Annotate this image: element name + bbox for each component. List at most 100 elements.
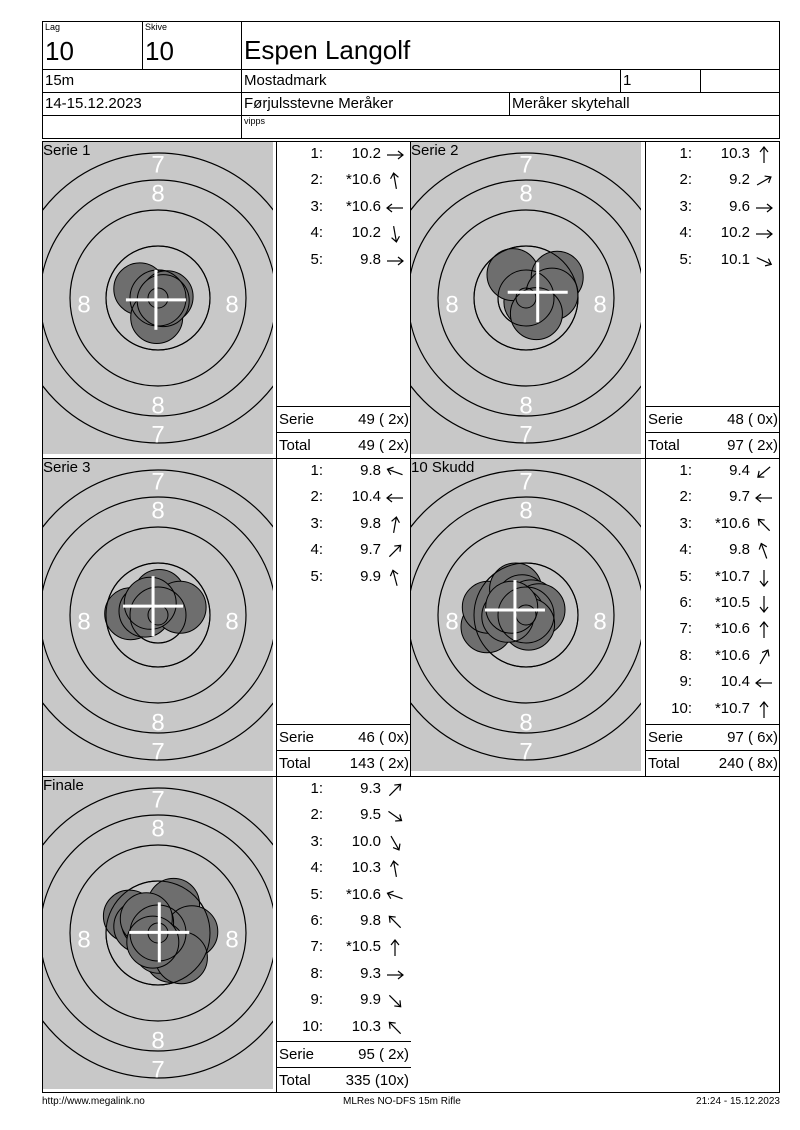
shot-direction [754, 462, 774, 482]
shot-number: 3: [310, 197, 323, 215]
shot-number: 4: [310, 859, 323, 877]
total-label: Total [648, 755, 680, 772]
shot-number: 1: [310, 145, 323, 162]
direction-arrow-icon [386, 890, 403, 899]
shot-value: *10.6 [714, 620, 750, 638]
footer-timestamp: 21:24 - 15.12.2023 [696, 1096, 780, 1107]
shot-row: 4: 10.3 [277, 856, 411, 882]
shot-value: 9.3 [360, 964, 381, 982]
ring-label-8: 8 [225, 926, 238, 953]
shot-value: 9.9 [360, 991, 381, 1009]
shot-number: 5: [310, 885, 323, 903]
ring-label-8: 8 [151, 392, 164, 419]
shot-direction [385, 912, 405, 932]
ring-label-7: 7 [151, 738, 164, 765]
header-table: Lag 10 Skive 10 Espen Langolf 15m Mostad… [42, 21, 780, 141]
distance-cell: 15m [42, 69, 242, 93]
target-ring [43, 814, 273, 1052]
score-panel: 1: 9.8 2: 10.4 3: 9.8 4: 9.7 5: 9.9 Serie 46 ( 0x) T… [277, 459, 411, 776]
shot-value: *10.6 [345, 885, 381, 903]
total-value: 335 (10x) [345, 1072, 409, 1089]
shot-value: 9.8 [360, 250, 381, 268]
date-cell: 14-15.12.2023 [42, 92, 242, 116]
score-panel: 1: 10.3 2: 9.2 3: 9.6 4: 10.2 5: 10.1 Serie 48 ( 0x… [646, 142, 780, 458]
shot-direction [385, 965, 405, 985]
shot-row: 7: *10.5 [277, 935, 411, 961]
ring-label-8: 8 [77, 608, 90, 635]
target-ring [411, 469, 641, 761]
total-value: 49 ( 2x) [358, 437, 409, 454]
total-sum-row: Total 97 ( 2x) [646, 432, 780, 458]
shot-number: 5: [679, 250, 692, 268]
target-ring [105, 880, 211, 986]
ring-label-8: 8 [519, 709, 532, 736]
divider [276, 141, 277, 1093]
serie-label: Serie [648, 729, 684, 746]
serie-label: Serie [279, 729, 315, 746]
ring-label-8: 8 [151, 709, 164, 736]
venue: Meråker skytehall [512, 95, 630, 112]
shot-direction [385, 541, 405, 561]
shot-direction [385, 806, 405, 826]
shot-row: 8: *10.6 [646, 644, 780, 670]
direction-arrow-icon [389, 568, 399, 586]
shot-direction [385, 224, 405, 244]
divider [42, 776, 780, 777]
total-label: Total [279, 437, 311, 454]
direction-arrow-icon [388, 1021, 402, 1034]
empty-cell [42, 115, 242, 139]
shot-direction [754, 224, 774, 244]
shot-row: 5: *10.7 [646, 565, 780, 591]
shot-direction [754, 198, 774, 218]
total-value: 240 ( 8x) [718, 755, 778, 772]
ring-label-8: 8 [593, 608, 606, 635]
total-label: Total [648, 437, 680, 454]
direction-arrow-icon [756, 203, 773, 213]
shot-number: 7: [310, 938, 323, 956]
shot-number: 10: [302, 1017, 323, 1035]
shot-row: 2: 9.7 [646, 485, 780, 511]
shot-value: 10.3 [351, 1017, 381, 1035]
shot-row: 4: 9.8 [646, 538, 780, 564]
shot-row: 2: 10.4 [277, 485, 411, 511]
shot-row: 3: 10.0 [277, 830, 411, 856]
direction-arrow-icon [756, 175, 772, 186]
shot-row: 5: 9.9 [277, 565, 411, 591]
ring-label-7: 7 [519, 421, 532, 448]
direction-arrow-icon [390, 172, 399, 190]
sponsor-cell: vipps [241, 115, 780, 139]
direction-arrow-icon [390, 835, 401, 851]
ring-label-8: 8 [225, 291, 238, 318]
target-ring [147, 287, 169, 309]
direction-arrow-icon [755, 493, 772, 503]
direction-arrow-icon [391, 226, 400, 244]
ring-label-7: 7 [151, 1056, 164, 1083]
shot-value: *10.5 [345, 938, 381, 956]
lag-value: 10 [45, 36, 74, 66]
footer-program: MLRes NO-DFS 15m Rifle [343, 1096, 461, 1107]
shot-value: 9.3 [360, 780, 381, 797]
shot-direction [385, 568, 405, 588]
serie-sum-row: Serie 49 ( 2x) [277, 406, 411, 432]
ring-label-8: 8 [77, 291, 90, 318]
shot-direction [385, 488, 405, 508]
ring-label-7: 7 [151, 151, 164, 178]
ring-label-8: 8 [519, 180, 532, 207]
series-title: Serie 3 [43, 459, 91, 476]
shot-direction [754, 515, 774, 535]
target-ring [129, 586, 187, 644]
shot-row: 10: *10.7 [646, 697, 780, 723]
direction-arrow-icon [391, 515, 400, 533]
target-diagram: 7 7 8 8 8 8 Serie 3 [43, 459, 273, 771]
ring-label-8: 8 [151, 180, 164, 207]
shot-direction [754, 594, 774, 614]
shot-value: 10.1 [720, 250, 750, 268]
shot-row: 1: 9.8 [277, 459, 411, 485]
shooter-name: Espen Langolf [244, 35, 411, 65]
shot-direction [385, 1018, 405, 1038]
shot-number: 6: [679, 594, 692, 611]
direction-arrow-icon [387, 256, 404, 266]
shot-number: 5: [679, 567, 692, 585]
